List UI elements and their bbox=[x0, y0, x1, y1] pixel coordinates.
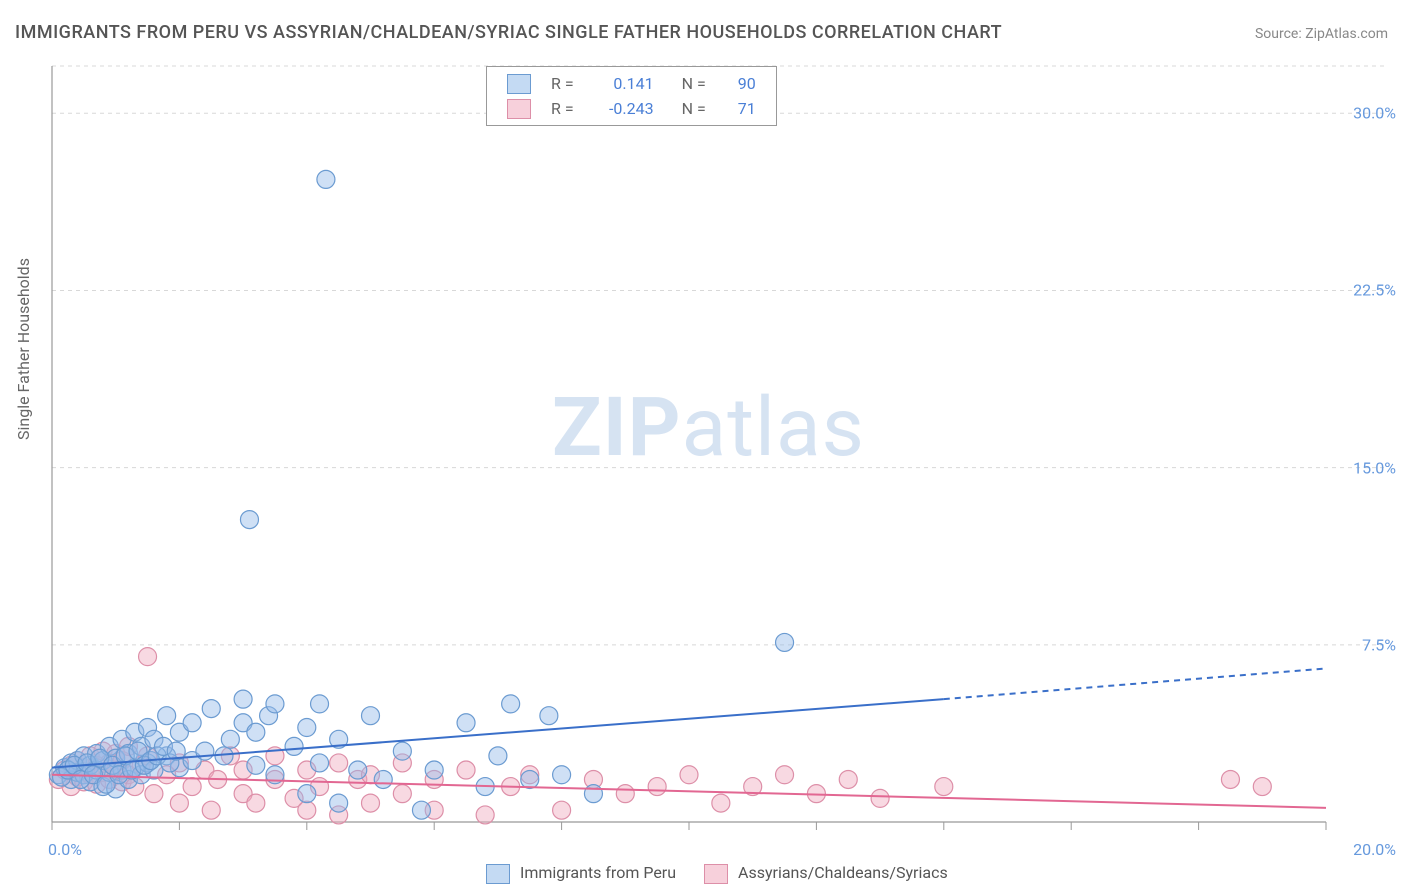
chart-container: IMMIGRANTS FROM PERU VS ASSYRIAN/CHALDEA… bbox=[0, 0, 1406, 892]
y-tick-label: 7.5% bbox=[1362, 635, 1396, 654]
y-tick-label: 22.5% bbox=[1353, 281, 1396, 300]
source-attribution: Source: ZipAtlas.com bbox=[1255, 26, 1388, 42]
scatter-plot bbox=[46, 62, 1388, 842]
x-tick-label: 20.0% bbox=[1353, 840, 1396, 859]
series-legend: Immigrants from Peru Assyrians/Chaldeans… bbox=[486, 863, 976, 884]
y-axis-label: Single Father Households bbox=[14, 258, 33, 440]
y-tick-label: 30.0% bbox=[1353, 104, 1396, 123]
chart-title: IMMIGRANTS FROM PERU VS ASSYRIAN/CHALDEA… bbox=[15, 22, 1002, 43]
correlation-legend: R =0.141N =90R =-0.243N =71 bbox=[486, 66, 777, 126]
y-tick-label: 15.0% bbox=[1353, 458, 1396, 477]
x-tick-label: 0.0% bbox=[48, 840, 82, 859]
